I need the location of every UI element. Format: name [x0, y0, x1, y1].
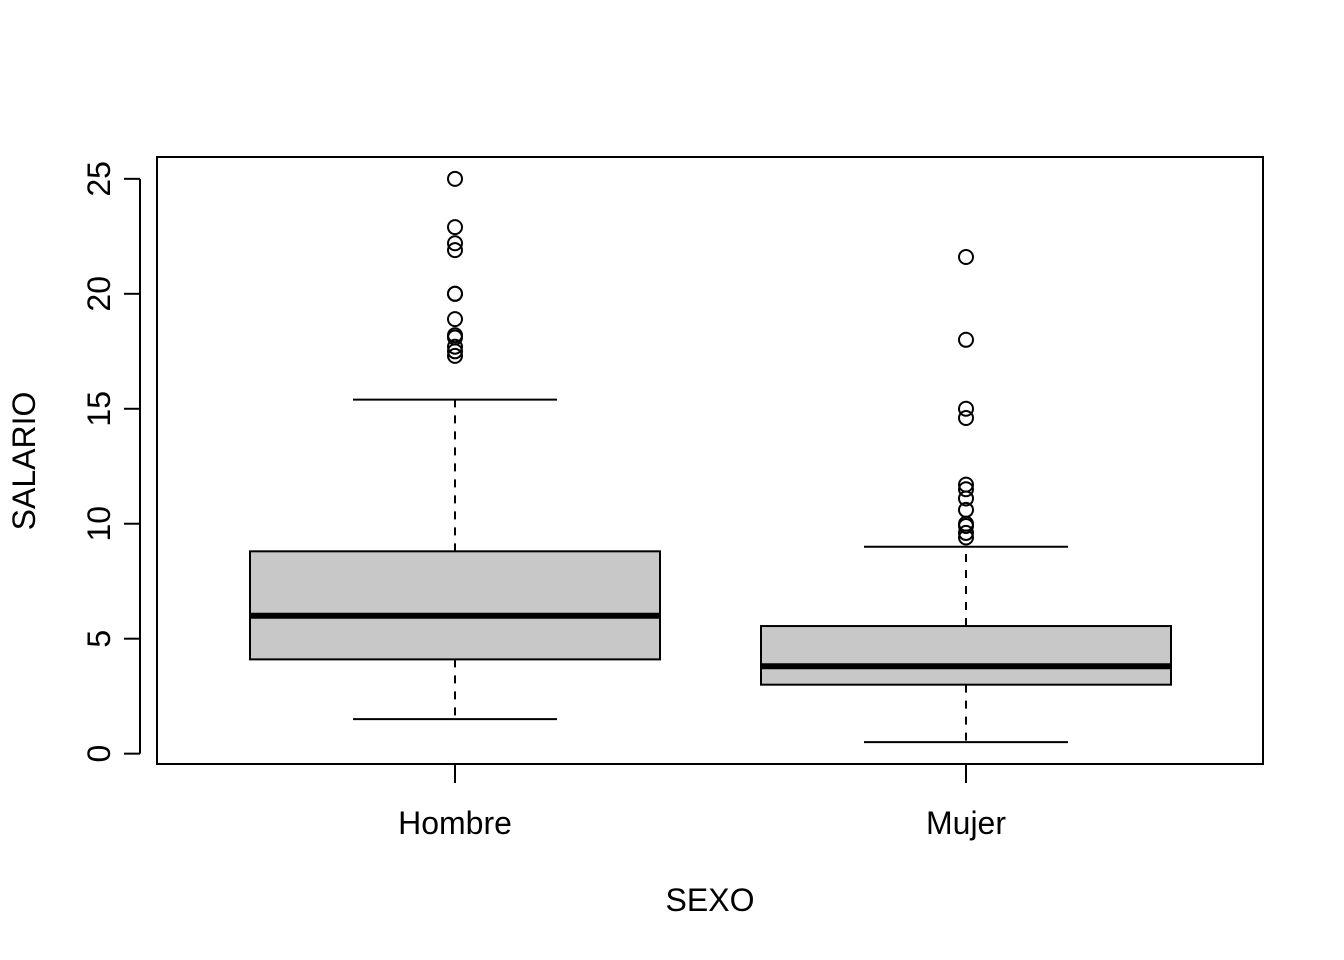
outlier-point: [447, 311, 463, 328]
iqr-box: [760, 625, 1172, 686]
outlier-point: [958, 249, 974, 266]
box-hombre: [249, 170, 661, 721]
y-tick-label: 25: [81, 161, 117, 197]
box-series: [249, 170, 1172, 744]
y-axis-label: SALARIO: [6, 392, 42, 531]
outlier-point: [447, 219, 463, 236]
outlier-point: [447, 338, 463, 355]
y-tick-label: 5: [81, 630, 117, 648]
x-axis-label: SEXO: [666, 882, 755, 918]
outlier-point: [447, 170, 463, 187]
outlier-point: [958, 400, 974, 417]
box-mujer: [760, 249, 1172, 744]
y-axis: 0 5 10 15 20 25: [81, 161, 141, 763]
outlier-point: [958, 501, 974, 518]
outlier-point: [447, 347, 463, 364]
y-tick-label: 20: [81, 276, 117, 312]
outlier-point: [958, 476, 974, 493]
y-tick-label: 10: [81, 506, 117, 542]
iqr-box: [249, 550, 661, 661]
outlier-point: [958, 481, 974, 498]
outlier-point: [958, 409, 974, 426]
x-axis: Hombre Mujer: [398, 763, 1006, 841]
x-tick-label: Hombre: [398, 805, 512, 841]
y-tick-label: 15: [81, 391, 117, 427]
outlier-point: [958, 524, 974, 541]
outlier-point: [447, 327, 463, 344]
y-tick-label: 0: [81, 745, 117, 763]
outlier-point: [447, 242, 463, 259]
x-tick-label: Mujer: [926, 805, 1006, 841]
outlier-point: [447, 285, 463, 302]
outlier-point: [958, 331, 974, 348]
outlier-point: [447, 235, 463, 252]
